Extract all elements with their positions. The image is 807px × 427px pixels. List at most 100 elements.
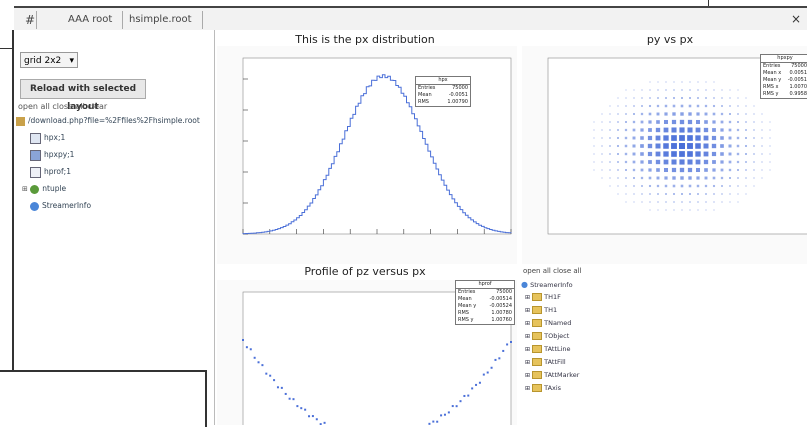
density-cell — [697, 81, 698, 82]
rt-item[interactable]: ⊞ TAttLine — [521, 343, 607, 356]
tree-item-file[interactable]: /download.php?file=%2Ffiles%2Fhsimple.ro… — [16, 112, 212, 129]
density-cell — [737, 89, 738, 90]
tree-item-streamerinfo[interactable]: StreamerInfo — [16, 197, 212, 214]
density-cell — [657, 201, 658, 202]
density-cell — [753, 137, 755, 139]
density-cell — [633, 129, 636, 132]
density-cell — [761, 137, 762, 138]
density-cell — [657, 185, 659, 187]
tree-item-label: /download.php?file=%2Ffiles%2Fhsimple.ro… — [28, 116, 200, 125]
density-cell — [641, 121, 644, 124]
density-cell — [729, 89, 730, 90]
profile-point — [308, 415, 310, 417]
density-cell — [689, 209, 690, 210]
rt-item[interactable]: ⊞ TH1F — [521, 291, 607, 304]
density-cell — [681, 97, 683, 99]
density-cell — [688, 112, 691, 115]
density-cell — [761, 129, 762, 130]
density-cell — [640, 152, 644, 156]
density-cell — [649, 209, 650, 210]
density-cell — [656, 120, 660, 124]
density-cell — [729, 137, 732, 140]
density-cell — [695, 151, 700, 156]
density-cell — [737, 193, 738, 194]
tab-hsimple[interactable]: hsimple.root — [119, 11, 203, 29]
rt-item[interactable]: ⊞ TAttMarker — [521, 369, 607, 382]
density-cell — [641, 185, 643, 187]
density-cell — [705, 113, 708, 116]
tree-item-hprof[interactable]: hprof;1 — [16, 163, 212, 180]
density-cell — [640, 136, 644, 140]
density-cell — [688, 168, 692, 172]
density-cell — [656, 128, 660, 132]
tree-item-hpxpy[interactable]: hpxpy;1 — [16, 146, 212, 163]
expand-icon: ⊞ — [525, 307, 530, 314]
density-cell — [617, 121, 619, 123]
profile-point — [269, 375, 271, 377]
density-cell — [689, 105, 692, 108]
rt-item[interactable]: ⊞ TObject — [521, 330, 607, 343]
density-cell — [721, 185, 723, 187]
density-cell — [705, 177, 708, 180]
density-cell — [689, 193, 691, 195]
density-cell — [745, 145, 747, 147]
right-open-close[interactable]: open all close all — [523, 267, 582, 275]
stats-key: RMS y — [458, 317, 474, 324]
profile-point — [483, 374, 485, 376]
density-cell — [641, 89, 642, 90]
layout-select[interactable]: grid 2x2 ▾ — [20, 52, 78, 68]
density-cell — [689, 201, 691, 203]
density-cell — [745, 161, 747, 163]
streamer-icon — [30, 202, 39, 211]
density-cell — [705, 209, 706, 210]
density-cell — [737, 161, 739, 163]
tree-item-hpx[interactable]: hpx;1 — [16, 129, 212, 146]
profile-point — [498, 357, 500, 359]
density-cell — [601, 169, 602, 170]
density-cell — [697, 209, 698, 210]
density-cell — [705, 105, 707, 107]
rt-item[interactable]: ⊞ TNamed — [521, 317, 607, 330]
density-cell — [640, 128, 643, 131]
tree-item-ntuple[interactable]: ⊞ ntuple — [16, 180, 212, 197]
rt-item[interactable]: ⊞ TAxis — [521, 382, 607, 395]
density-cell — [672, 120, 676, 124]
density-cell — [745, 105, 746, 106]
density-cell — [721, 105, 723, 107]
rt-label: StreamerInfo — [530, 281, 573, 289]
density-cell — [625, 129, 627, 131]
open-close-links[interactable]: open all close all clear — [18, 102, 107, 111]
rt-item[interactable]: ⊞ TH1 — [521, 304, 607, 317]
density-cell — [737, 177, 739, 179]
stats-val: 0.9958 — [790, 91, 807, 98]
tab-home[interactable]: # — [24, 11, 37, 29]
reload-button[interactable]: Reload with selected layout — [20, 79, 146, 99]
density-cell — [609, 161, 611, 163]
rt-item[interactable]: ● StreamerInfo — [521, 278, 607, 291]
density-cell — [769, 129, 770, 130]
stats-val: 1.0070 — [790, 84, 807, 91]
profile-point — [242, 339, 244, 341]
hpx-canvas[interactable] — [215, 46, 520, 264]
density-cell — [737, 169, 739, 171]
expand-icon[interactable]: ⊞ — [22, 185, 28, 193]
hpxpy-title: py vs px — [520, 33, 807, 46]
profile-point — [316, 418, 318, 420]
density-cell — [696, 176, 699, 179]
density-cell — [761, 113, 762, 114]
density-cell — [721, 97, 723, 99]
density-cell — [679, 135, 685, 141]
browser-sidebar: grid 2x2 ▾ Reload with selected layout o… — [14, 30, 215, 425]
density-cell — [681, 89, 683, 91]
rt-item[interactable]: ⊞ TAttFill — [521, 356, 607, 369]
close-icon[interactable]: × — [791, 12, 801, 26]
profile-point — [510, 341, 512, 343]
profile-point — [261, 364, 263, 366]
tab-aaa-root[interactable]: AAA root — [58, 11, 123, 29]
density-cell — [713, 113, 716, 116]
density-cell — [680, 112, 683, 115]
density-cell — [753, 113, 754, 114]
